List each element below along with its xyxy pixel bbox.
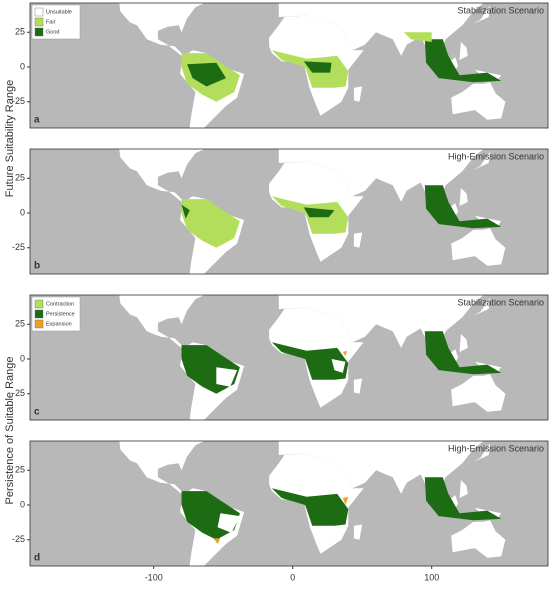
range-region xyxy=(424,185,502,229)
land xyxy=(119,149,205,202)
y-tick-label: 0 xyxy=(20,207,25,217)
range-region xyxy=(271,488,349,526)
land xyxy=(473,151,491,170)
legend-swatch xyxy=(34,309,44,319)
y-tick-label: 0 xyxy=(20,499,25,509)
land xyxy=(473,5,491,24)
range-region xyxy=(342,350,347,357)
panel-label: d xyxy=(34,553,40,564)
range-region xyxy=(213,538,221,544)
y-axis-label: Persistence of Suitable Range xyxy=(4,357,16,505)
map-panel xyxy=(30,149,548,274)
land xyxy=(119,295,205,348)
land xyxy=(353,232,363,248)
panel-title: Stabilization Scenario xyxy=(457,297,544,307)
legend-swatch xyxy=(34,27,44,37)
land xyxy=(473,297,491,316)
range-region xyxy=(216,367,238,387)
land xyxy=(459,188,468,206)
range-region xyxy=(331,359,346,373)
map-panel xyxy=(30,295,548,420)
y-axis-labels: Future Suitability Range Persistence of S… xyxy=(4,80,16,505)
range-region xyxy=(303,61,332,73)
legend-label: Expansion xyxy=(46,321,72,327)
range-region xyxy=(403,32,432,42)
land xyxy=(451,520,506,558)
map-panel xyxy=(30,3,548,128)
y-tick-label: -25 xyxy=(12,96,25,106)
range-region xyxy=(181,204,190,219)
land xyxy=(353,524,363,540)
legend-swatch xyxy=(34,319,44,329)
legend-label: Good xyxy=(46,29,59,35)
x-tick-label: -100 xyxy=(145,572,163,582)
legend-label: Persistence xyxy=(46,311,75,317)
legend-swatch xyxy=(34,7,44,17)
y-tick-label: 25 xyxy=(15,465,25,475)
y-tick-label: -25 xyxy=(12,242,25,252)
panel-frame xyxy=(29,294,549,421)
panel-frame xyxy=(29,2,549,129)
range-region xyxy=(181,199,240,248)
legend-swatch xyxy=(34,299,44,309)
range-region xyxy=(217,513,240,533)
legend-label: Unsuitable xyxy=(46,9,72,15)
land xyxy=(119,3,205,56)
y-tick-label: -25 xyxy=(12,388,25,398)
range-region xyxy=(424,39,502,83)
x-tick-label: 0 xyxy=(290,572,295,582)
land xyxy=(473,443,491,462)
legend-swatch xyxy=(34,17,44,27)
range-region xyxy=(424,477,502,521)
land xyxy=(353,86,363,102)
land xyxy=(459,42,468,60)
range-region xyxy=(424,331,502,375)
land xyxy=(459,480,468,498)
range-region xyxy=(303,207,335,218)
land xyxy=(353,378,363,394)
legend-label: Contraction xyxy=(46,301,74,307)
panel-title: Stabilization Scenario xyxy=(457,5,544,15)
panel-frame xyxy=(29,440,549,567)
x-tick-label: 100 xyxy=(424,572,439,582)
panel-frame xyxy=(29,148,549,275)
legend-label: Fair xyxy=(46,19,56,25)
land xyxy=(459,334,468,352)
y-tick-label: 25 xyxy=(15,173,25,183)
legend: Contraction Persistence Expansion xyxy=(31,296,81,332)
y-tick-label: 0 xyxy=(20,353,25,363)
y-tick-label: 0 xyxy=(20,61,25,71)
panel-label: b xyxy=(34,261,40,272)
panel-label: c xyxy=(34,407,40,418)
panel-title: High-Emission Scenario xyxy=(448,151,544,161)
land xyxy=(451,82,506,120)
y-tick-label: 25 xyxy=(15,27,25,37)
map-panel xyxy=(30,441,548,566)
range-region xyxy=(342,496,349,505)
y-tick-label: 25 xyxy=(15,319,25,329)
range-region xyxy=(187,62,226,87)
y-axis-label: Future Suitability Range xyxy=(4,80,16,197)
panel-title: High-Emission Scenario xyxy=(448,443,544,453)
panel-label: a xyxy=(34,115,40,126)
land xyxy=(119,441,205,494)
land xyxy=(451,374,506,412)
range-region xyxy=(271,342,349,380)
land xyxy=(451,228,506,266)
legend: Unsuitable Fair Good xyxy=(31,4,81,40)
y-tick-label: -25 xyxy=(12,534,25,544)
